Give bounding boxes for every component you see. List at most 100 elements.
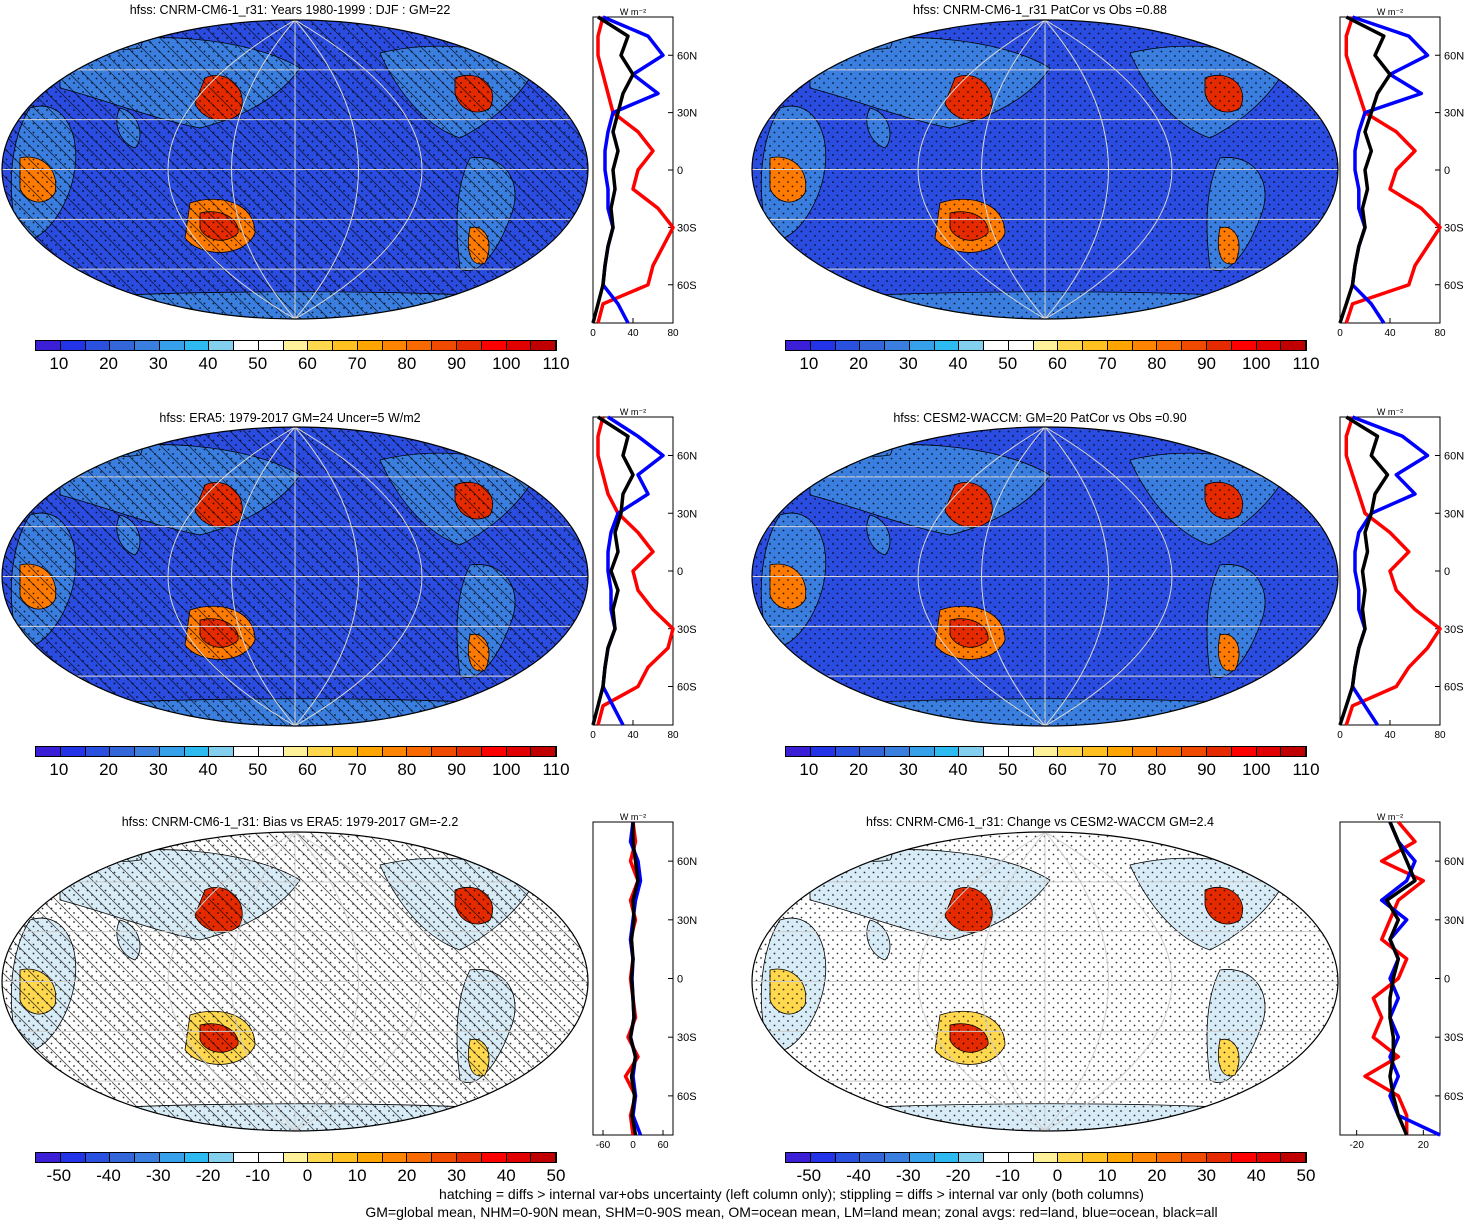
- lat-tick-label: 30S: [677, 222, 697, 234]
- colorbar-swatch: [934, 341, 960, 350]
- colorbar-swatch: [36, 341, 61, 350]
- x-tick-label: 80: [667, 730, 679, 741]
- zonal-series-all: [1338, 15, 1392, 324]
- colorbar: 10 20 30 40 50 60 70 80 90 100 110: [785, 746, 1320, 791]
- colorbar-swatch: [432, 341, 458, 350]
- lat-tick-label: 30S: [677, 624, 697, 636]
- colorbar-swatch: [531, 341, 557, 350]
- zonal-series-all: [1338, 415, 1390, 726]
- zonal-series-land: [1344, 416, 1442, 726]
- colorbar-tick-label: 60: [297, 354, 317, 373]
- colorbar-swatch: [1182, 747, 1208, 756]
- zonal-mean-plot: W m⁻² 60N 30N 0 30S 60S -20 20: [1339, 812, 1464, 1151]
- lat-tick-label: 60N: [677, 856, 697, 868]
- colorbar-swatch: [432, 1153, 458, 1162]
- colorbar-swatch: [135, 747, 160, 756]
- x-tick-label: 0: [1337, 730, 1343, 741]
- colorbar-tick-label: 20: [849, 354, 869, 373]
- lat-tick-label: 0: [677, 566, 683, 578]
- unit-label: W m⁻²: [1377, 7, 1403, 17]
- lat-tick-label: 60S: [1444, 1091, 1464, 1103]
- colorbar-tick-label: 30: [1197, 1166, 1217, 1185]
- colorbar-tick-label: 90: [447, 354, 467, 373]
- colorbar-swatch: [984, 1153, 1009, 1162]
- colorbar-swatch: [1182, 1153, 1208, 1162]
- colorbar-tick-label: 10: [347, 1166, 367, 1185]
- colorbar-tick-label: 30: [898, 354, 918, 373]
- colorbar-strip: [785, 1152, 1307, 1163]
- colorbar-swatch: [1132, 747, 1158, 756]
- colorbar-swatch: [357, 341, 383, 350]
- unit-label: W m⁻²: [1377, 407, 1403, 417]
- colorbar-tick-label: 80: [1147, 760, 1167, 779]
- colorbar-tick-label: 90: [447, 760, 467, 779]
- colorbar-swatch: [885, 1153, 910, 1162]
- x-tick-label: 0: [1337, 328, 1343, 339]
- lat-tick-label: 60S: [677, 682, 697, 694]
- colorbar-tick-label: -30: [895, 1166, 921, 1185]
- colorbar-swatch: [407, 747, 433, 756]
- colorbar-swatch: [1033, 747, 1059, 756]
- colorbar-swatch: [382, 341, 408, 350]
- unit-label: W m⁻²: [620, 7, 646, 17]
- x-tick-label: 0: [590, 730, 596, 741]
- colorbar-tick-label: 100: [492, 354, 521, 373]
- colorbar-swatch: [159, 1153, 185, 1162]
- colorbar-swatch: [85, 1153, 111, 1162]
- lat-tick-label: 60N: [677, 50, 697, 62]
- colorbar-tick-label: 80: [397, 354, 417, 373]
- colorbar-swatch: [1256, 1153, 1282, 1162]
- colorbar-tick-label: 20: [1147, 1166, 1167, 1185]
- colorbar-swatch: [810, 341, 836, 350]
- colorbar-tick-label: 40: [198, 354, 218, 373]
- colorbar-swatch: [934, 1153, 960, 1162]
- map-panel: [1, 19, 589, 320]
- colorbar-swatch: [382, 747, 408, 756]
- colorbar-swatch: [860, 747, 886, 756]
- colorbar-tick-label: 110: [1292, 760, 1320, 779]
- colorbar-swatch: [60, 341, 86, 350]
- zonal-series-all: [628, 822, 640, 1136]
- colorbar-tick-label: 30: [148, 760, 168, 779]
- colorbar-swatch: [36, 1153, 61, 1162]
- colorbar-tick-label: 110: [542, 354, 570, 373]
- colorbar-swatch: [1083, 747, 1108, 756]
- colorbar-tick-label: -40: [96, 1166, 121, 1185]
- colorbar-swatch: [159, 341, 185, 350]
- colorbar-swatch: [1207, 341, 1232, 350]
- lat-tick-label: 30S: [1444, 624, 1464, 636]
- colorbar-swatch: [506, 747, 532, 756]
- x-tick-label: 40: [627, 328, 639, 339]
- map-panel: [751, 831, 1339, 1132]
- lat-tick-label: 60S: [1444, 682, 1464, 694]
- colorbar-swatch: [60, 747, 86, 756]
- colorbar-swatch: [1107, 1153, 1133, 1162]
- colorbar-strip: [35, 340, 557, 351]
- colorbar-tick-label: 40: [198, 760, 218, 779]
- lat-tick-label: 60N: [1444, 50, 1464, 62]
- colorbar-swatch: [1083, 1153, 1108, 1162]
- colorbar-tick-label: 50: [248, 354, 268, 373]
- colorbar-swatch: [835, 341, 861, 350]
- colorbar-tick-label: 100: [492, 760, 521, 779]
- lat-tick-label: 60N: [1444, 451, 1464, 463]
- zonal-series-all: [591, 415, 635, 726]
- colorbar-tick-label: 50: [248, 760, 268, 779]
- colorbar-swatch: [85, 341, 111, 350]
- colorbar-swatch: [959, 1153, 985, 1162]
- colorbar-tick-label: 10: [49, 354, 69, 373]
- colorbar: 10 20 30 40 50 60 70 80 90 100 110: [35, 340, 570, 385]
- colorbar-swatch: [234, 341, 259, 350]
- colorbar-swatch: [1083, 341, 1108, 350]
- lat-tick-label: 0: [677, 165, 683, 177]
- lat-tick-label: 0: [1444, 974, 1450, 986]
- colorbar-swatch: [506, 1153, 532, 1162]
- zonal-mean-plot: W m⁻² 60N 30N 0 30S 60S 0 40 80: [1337, 7, 1464, 339]
- colorbar: 10 20 30 40 50 60 70 80 90 100 110: [785, 340, 1320, 385]
- lat-tick-label: 30S: [1444, 1032, 1464, 1044]
- colorbar-swatch: [333, 341, 358, 350]
- colorbar-swatch: [959, 747, 985, 756]
- colorbar-tick-label: 90: [1197, 760, 1217, 779]
- colorbar-swatch: [357, 1153, 383, 1162]
- colorbar-swatch: [984, 747, 1009, 756]
